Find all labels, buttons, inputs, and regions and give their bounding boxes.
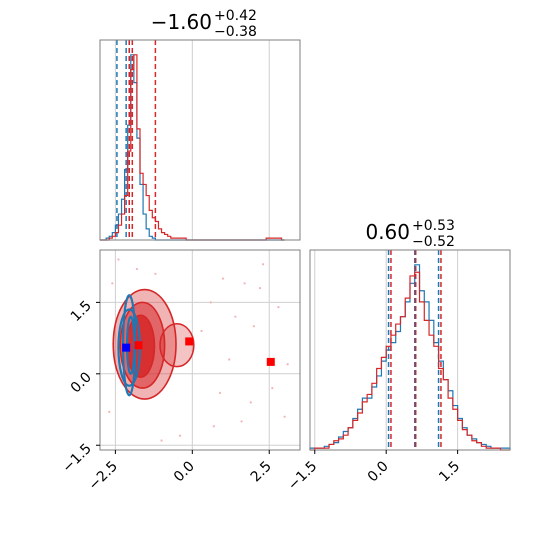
joint-xtick-label-0: −2.5 [86,458,121,493]
param2-xtick-label-2: 1.5 [436,458,463,485]
joint-scatter-point-2 [154,272,157,275]
joint-scatter-point-21 [261,263,265,266]
joint-scatter-point-7 [252,325,255,328]
joint-scatter-point-11 [218,391,222,394]
param1-title-value: −1.60 [151,10,212,34]
joint-scatter-point-8 [286,363,289,366]
joint-xtick-label-2: 2.5 [248,458,275,485]
joint-ytick-label-1: 0.0 [68,369,95,396]
joint-scatter-point-20 [111,282,114,285]
joint-scatter-point-23 [221,277,225,280]
titles: −1.60 +0.42−0.38 0.60 +0.53−0.52 [151,8,455,250]
param1-title-lower-error: −0.38 [214,24,257,40]
joint-xtick-label-1: 0.0 [171,458,198,485]
joint-marker-0 [122,343,131,352]
joint-scatter-point-10 [249,401,252,404]
joint-marker-1 [134,341,143,350]
joint-scatter-point-18 [212,425,215,428]
joint-scatter-point-16 [228,358,231,361]
joint-scatter-point-19 [240,420,243,423]
panel-param1-histogram [99,39,301,241]
joint-scatter-point-9 [271,386,274,390]
joint-scatter-point-1 [135,267,139,271]
panel-param1-vs-param2: −2.5 0.0 2.5 −1.5 0.0 1.5 [59,249,301,494]
joint-scatter-point-5 [234,315,237,318]
param2-hist-series-1 [310,271,510,451]
param2-frame [309,249,511,451]
param2-xtick-label-1: 0.0 [365,458,392,485]
param2-xtick-label-0: −1.5 [285,458,320,493]
joint-scatter-point-0 [117,258,120,261]
joint-frame [99,249,301,451]
param1-frame [99,39,301,241]
joint-scatter-point-4 [258,286,262,290]
joint-scatter-point-12 [178,434,182,437]
joint-scatter-point-6 [209,301,212,304]
joint-marker-3 [266,357,275,366]
param2-title-lower-error: −0.52 [412,234,455,250]
panel-param2-histogram: −1.5 0.0 1.5 [285,249,511,494]
param2-title-upper-error: +0.53 [412,218,455,234]
joint-scatter-point-13 [160,439,163,442]
joint-scatter-point-22 [283,415,286,418]
joint-marker-2 [185,337,194,346]
param2-title-value: 0.60 [365,220,410,244]
joint-scatter-point-15 [277,306,280,309]
param1-title-upper-error: +0.42 [214,8,257,24]
joint-ytick-label-2: 1.5 [68,298,95,325]
joint-scatter-point-3 [243,282,246,285]
joint-scatter-point-14 [108,410,111,414]
joint-scatter-point-17 [200,329,203,333]
joint-ytick-label-0: −1.5 [59,441,94,476]
